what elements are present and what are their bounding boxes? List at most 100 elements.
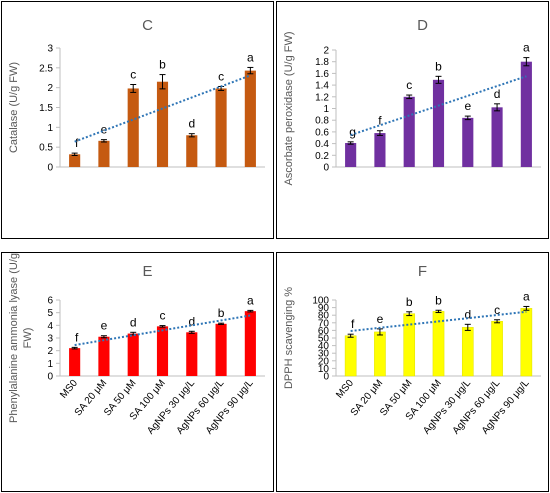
bar bbox=[186, 332, 198, 376]
y-tick-label: 1.8 bbox=[315, 57, 329, 68]
y-tick-label: 0.6 bbox=[315, 127, 329, 138]
bar bbox=[244, 70, 256, 167]
y-axis-label: DPPH scavenging % bbox=[283, 287, 295, 389]
trendline bbox=[350, 75, 527, 137]
y-tick-label: 0.5 bbox=[39, 143, 53, 154]
y-tick-label: 1.2 bbox=[315, 92, 329, 103]
significance-letter: c bbox=[130, 67, 136, 81]
panel-border bbox=[276, 1, 549, 239]
significance-letter: a bbox=[523, 289, 530, 303]
y-tick-label: 2.5 bbox=[39, 63, 53, 74]
bar bbox=[156, 326, 169, 376]
chart-title: C bbox=[142, 17, 153, 34]
significance-letter: f bbox=[378, 114, 382, 128]
y-tick-label: 1 bbox=[323, 104, 329, 115]
bar bbox=[69, 154, 81, 167]
y-axis-label: FW) bbox=[22, 328, 34, 349]
significance-letter: d bbox=[188, 117, 195, 131]
bar bbox=[374, 331, 386, 377]
significance-letter: b bbox=[218, 306, 225, 320]
y-tick-label: 0 bbox=[323, 372, 329, 383]
panel-border bbox=[1, 1, 274, 239]
y-tick-label: 30 bbox=[318, 349, 330, 360]
y-tick-label: 6 bbox=[47, 296, 53, 307]
y-tick-label: 1.5 bbox=[39, 103, 53, 114]
y-tick-label: 90 bbox=[318, 303, 330, 314]
y-tick-label: 0.8 bbox=[315, 116, 329, 127]
significance-letter: c bbox=[494, 303, 500, 317]
significance-letter: a bbox=[247, 293, 254, 307]
bar bbox=[403, 313, 416, 377]
chart-panel-E: E 0 1 23 4 56 Phenylalanine ammonia lyase (U/g… bbox=[1, 252, 274, 492]
bar bbox=[127, 88, 139, 167]
y-tick-label: 4 bbox=[47, 321, 53, 332]
y-tick-label: 2 bbox=[323, 46, 329, 57]
y-tick-label: 1.4 bbox=[315, 81, 329, 92]
y-tick-label: 10 bbox=[318, 364, 330, 375]
y-tick-label: 60 bbox=[318, 326, 330, 337]
bar bbox=[98, 336, 110, 376]
significance-letter: d bbox=[188, 314, 195, 328]
y-tick-label: 20 bbox=[318, 356, 330, 367]
significance-letter: d bbox=[130, 315, 137, 329]
bar bbox=[127, 333, 139, 376]
significance-letter: e bbox=[464, 99, 471, 113]
bar bbox=[244, 311, 256, 376]
bar bbox=[520, 61, 532, 168]
bar bbox=[345, 143, 357, 167]
y-tick-label: 3 bbox=[47, 44, 53, 55]
significance-letter: c bbox=[218, 69, 224, 83]
significance-letter: d bbox=[464, 307, 471, 321]
y-tick-label: 2 bbox=[47, 346, 53, 357]
y-tick-label: 100 bbox=[312, 296, 329, 307]
chart-title: F bbox=[418, 263, 427, 280]
y-tick-label: 3 bbox=[47, 334, 53, 345]
x-tick-label: MS0 bbox=[58, 378, 80, 401]
y-axis-label: Phenylalanine ammonia lyase (U/g bbox=[8, 253, 20, 423]
bar bbox=[403, 96, 415, 167]
significance-letter: g bbox=[349, 125, 356, 139]
bar bbox=[374, 133, 386, 167]
y-tick-label: 5 bbox=[47, 308, 53, 319]
y-tick-label: 0 bbox=[47, 372, 53, 383]
bar bbox=[462, 117, 474, 167]
bar bbox=[491, 107, 503, 167]
panel-border bbox=[276, 252, 549, 492]
x-tick-label: MS0 bbox=[334, 378, 356, 401]
chart-title: E bbox=[142, 263, 152, 280]
y-tick-label: 50 bbox=[318, 334, 330, 345]
chart-title: D bbox=[417, 17, 428, 34]
bar bbox=[215, 88, 227, 167]
y-axis-label: Catalase (U/g FW) bbox=[8, 62, 20, 153]
y-tick-label: 1 bbox=[47, 359, 53, 370]
bar bbox=[520, 308, 533, 377]
y-tick-label: 0 bbox=[47, 163, 53, 174]
significance-letter: e bbox=[101, 319, 108, 333]
y-tick-label: 2 bbox=[47, 83, 53, 94]
significance-letter: b bbox=[159, 58, 166, 72]
y-tick-label: 0 bbox=[323, 163, 329, 174]
significance-letter: a bbox=[523, 41, 530, 55]
significance-letter: f bbox=[75, 136, 79, 150]
y-tick-label: 1.6 bbox=[315, 69, 329, 80]
bar bbox=[98, 140, 110, 167]
trendline bbox=[74, 74, 251, 143]
significance-letter: d bbox=[494, 87, 501, 101]
significance-letter: b bbox=[435, 59, 442, 73]
bar bbox=[461, 327, 474, 377]
bar bbox=[186, 135, 198, 167]
y-tick-label: 40 bbox=[318, 341, 330, 352]
chart-panel-C: C 0 0.5 1 1.5 2 2.5 3 Catalase (U/g FW) f e c b d c a bbox=[1, 1, 274, 239]
bar bbox=[215, 323, 227, 376]
significance-letter: b bbox=[406, 295, 413, 309]
trendline bbox=[74, 314, 251, 347]
y-tick-label: 70 bbox=[318, 318, 330, 329]
significance-letter: e bbox=[101, 123, 108, 137]
chart-panel-D: D 00.20.40.60.811.21.41.61.82 Ascorbate pe… bbox=[276, 1, 549, 239]
significance-letter: c bbox=[406, 78, 412, 92]
bar bbox=[432, 79, 445, 167]
y-tick-label: 0.2 bbox=[315, 151, 329, 162]
y-tick-label: 0.4 bbox=[315, 139, 329, 150]
